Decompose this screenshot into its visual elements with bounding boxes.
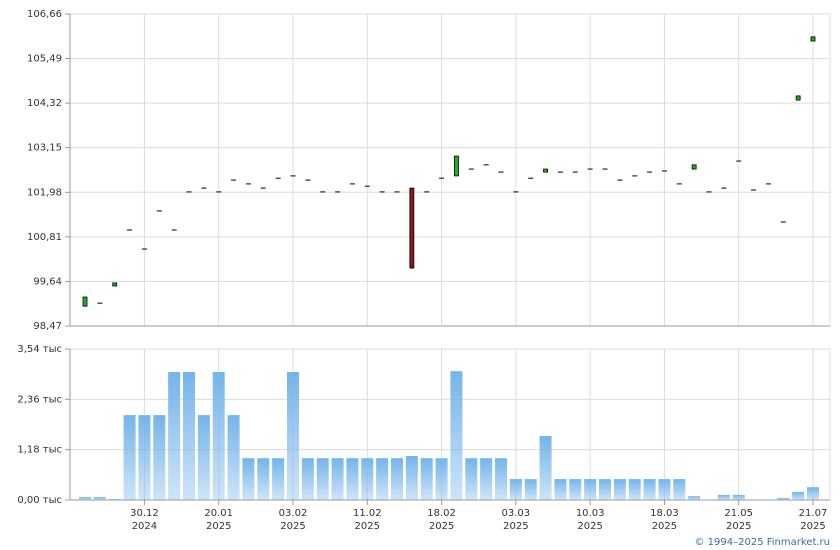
candle [112,282,118,287]
volume-bar [108,499,121,500]
candle [691,164,697,170]
x-tick-label: 03.03 [502,508,531,519]
volume-bar [450,371,463,500]
y-tick-label: 105,49 [27,54,62,65]
volume-bar [212,372,225,500]
volume-bar [495,458,507,500]
volume-bar [480,458,493,500]
volume-bar [331,458,344,500]
candle [454,155,459,177]
volume-bar [301,458,314,500]
volume-bar [807,487,819,500]
y-tick-label: 103,15 [27,143,62,154]
volume-bar [257,458,270,500]
y-tick-label: 0,00 тыс [17,495,62,506]
volume-bar [93,497,106,500]
panel [69,13,831,327]
volume-bar [138,415,151,500]
volume-bar [227,415,240,500]
x-tick-year: 2025 [429,521,454,532]
volume-bar [420,458,433,500]
y-tick-label: 100,81 [27,232,62,243]
x-tick-label: 03.02 [279,508,308,519]
x-tick-label: 18.02 [427,508,456,519]
volume-bar [242,458,255,500]
y-tick-label: 1,18 тыс [17,445,62,456]
x-tick-year: 2025 [206,521,231,532]
volume-bar [658,479,671,500]
volume-bar [569,479,582,500]
volume-bar [197,415,210,500]
x-tick-year: 2025 [800,521,825,532]
candle [795,95,801,101]
volume-bar [79,497,91,500]
candle [82,296,88,307]
volume-bar [777,497,790,500]
x-tick-label: 11.02 [353,508,382,519]
volume-bar [599,479,611,500]
volume-bar [628,479,641,500]
x-tick-label: 21.07 [799,508,828,519]
y-tick-label: 104,32 [27,98,62,109]
volume-bar [346,458,359,500]
volume-bar [717,494,730,500]
y-tick-label: 99,64 [33,276,62,287]
volume-bar [183,372,195,500]
x-tick-year: 2025 [652,521,677,532]
volume-bar [584,479,597,500]
volume-bar [524,479,537,500]
x-tick-label: 21.05 [724,508,753,519]
x-tick-year: 2025 [280,521,305,532]
volume-bar [509,479,522,500]
volume-bar [554,479,567,500]
footer-link[interactable]: © 1994–2025 Finmarket.ru [694,537,830,548]
volume-bar [316,458,329,500]
volume-bar [376,458,389,500]
x-tick-year: 2025 [355,521,380,532]
x-tick-label: 20.01 [204,508,233,519]
volume-bar [391,458,403,500]
candle [409,187,415,269]
volume-bar [688,496,701,500]
volume-bar [732,494,745,500]
y-tick-label: 2,36 тыс [17,394,62,405]
x-tick-label: 18.03 [650,508,679,519]
x-tick-year: 2024 [132,521,157,532]
volume-bar [272,458,285,500]
volume-bar [465,458,478,500]
candle [543,168,548,173]
volume-bar [792,491,805,500]
volume-bar [168,372,181,500]
x-tick-year: 2025 [577,521,602,532]
x-tick-label: 30.12 [130,508,159,519]
candle [810,36,816,42]
volume-bar [435,458,448,500]
volume-bar [643,479,656,500]
x-tick-year: 2025 [726,521,751,532]
volume-bar [673,479,686,500]
volume-bar [123,415,136,500]
volume-bar [405,456,418,500]
x-tick-year: 2025 [503,521,528,532]
x-tick-label: 10.03 [576,508,605,519]
volume-bar [361,458,374,500]
y-tick-label: 106,66 [27,9,62,20]
volume-bar [613,479,626,500]
y-tick-label: 101,98 [27,187,62,198]
volume-bar [287,372,299,500]
volume-bar [153,415,166,500]
volume-bar [539,436,552,500]
y-tick-label: 98,47 [33,321,62,332]
y-tick-label: 3,54 тыс [17,344,62,355]
